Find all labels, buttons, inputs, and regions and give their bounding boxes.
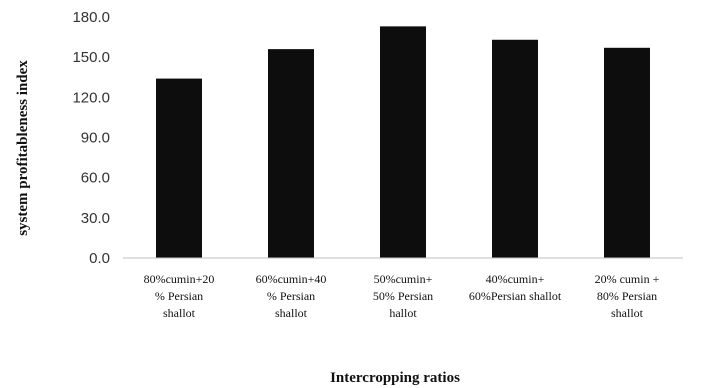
bar <box>268 49 314 259</box>
x-tick-label: 80%cumin+20% Persian shallot <box>144 272 215 320</box>
y-tick-label: 60.0 <box>81 170 110 187</box>
y-tick-label: 30.0 <box>81 210 110 227</box>
bar <box>604 47 650 258</box>
y-tick-label: 120.0 <box>72 89 110 106</box>
bars <box>156 26 650 259</box>
x-tick-label: 50%cumin+ 50% Persian hallot <box>373 272 433 320</box>
x-axis-title: Intercropping ratios <box>330 370 460 386</box>
y-tick-label: 0.0 <box>89 250 110 267</box>
y-tick-label: 180.0 <box>72 9 110 26</box>
x-tick-label: 60%cumin+40% Persian shallot <box>256 272 327 320</box>
bar <box>156 78 202 258</box>
bar <box>492 39 538 259</box>
x-tick-label: 20% cumin +80% Persian shallot <box>595 272 660 320</box>
y-tick-label: 90.0 <box>81 130 110 147</box>
bar <box>380 26 426 258</box>
y-tick-labels: 0.0 30.0 60.0 90.0 120.0 150.0 180.0 <box>72 9 110 267</box>
x-tick-label: 40%cumin+ 60%Persian shallot <box>469 272 562 303</box>
y-tick-label: 150.0 <box>72 49 110 66</box>
x-tick-labels: 80%cumin+20% Persian shallot 60%cumin+40% … <box>144 272 660 320</box>
y-axis-title: system profitableness index <box>15 60 31 236</box>
